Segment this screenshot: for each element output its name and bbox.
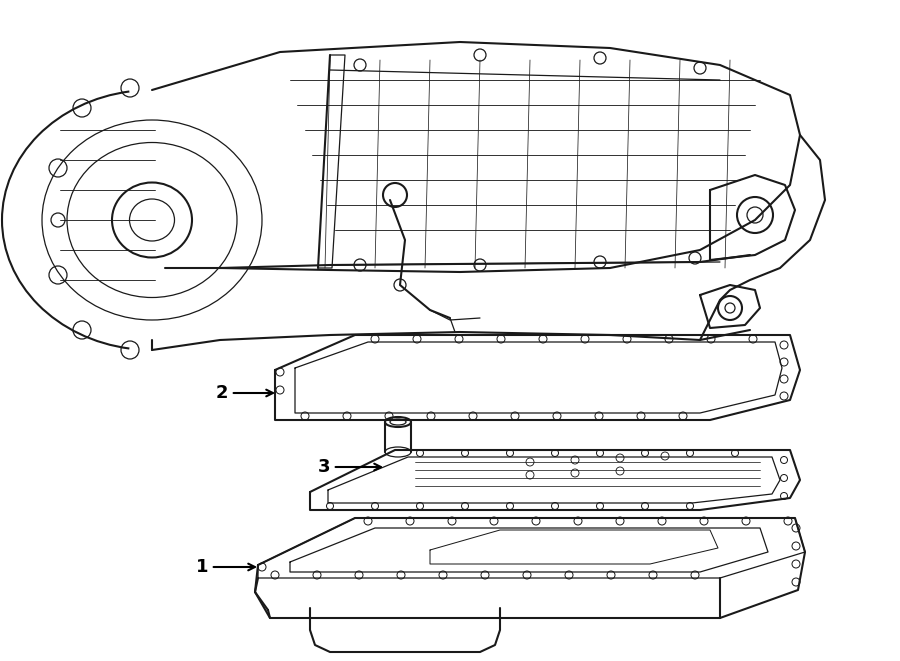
Text: 1: 1 [195,558,255,576]
Text: 3: 3 [318,458,381,476]
Text: 2: 2 [215,384,273,402]
